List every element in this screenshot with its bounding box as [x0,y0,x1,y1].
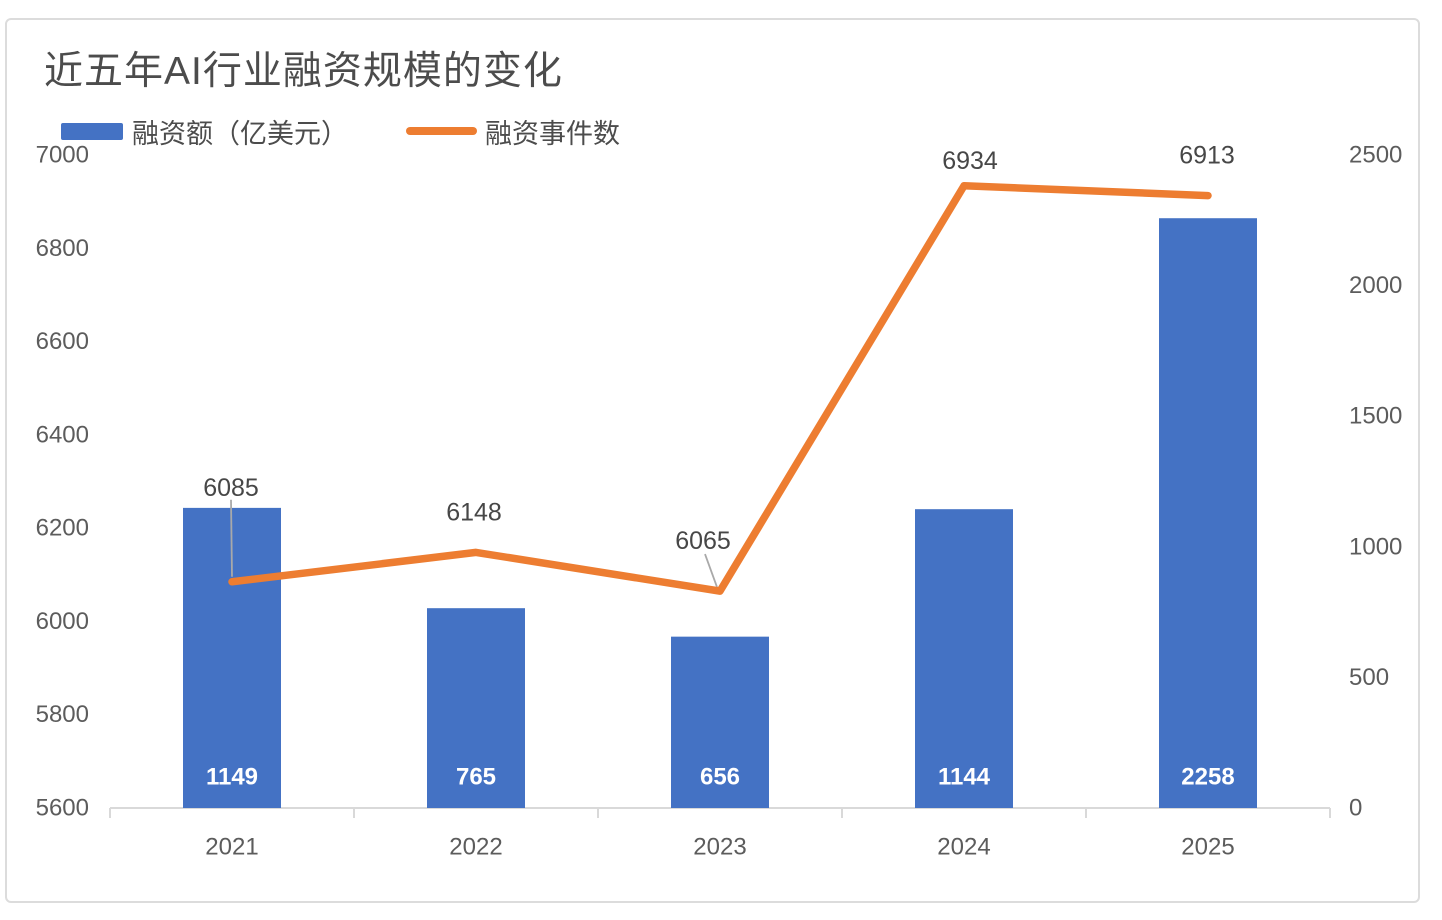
right-axis-tick-2500: 2500 [1349,142,1402,169]
bar-label-2025: 2258 [1181,764,1234,791]
legend-label-bar-series: 融资额（亿美元） [132,118,348,149]
left-axis-tick-6600: 6600 [36,328,89,355]
left-axis-tick-5800: 5800 [36,701,89,728]
right-axis-tick-1500: 1500 [1349,403,1402,430]
line-data-label-2021: 6085 [203,474,259,502]
left-axis-tick-7000: 7000 [36,142,89,169]
bar-label-2021: 1149 [206,764,258,791]
left-axis-tick-6200: 6200 [36,515,89,542]
left-axis-tick-5600: 5600 [36,795,89,822]
right-axis-tick-0: 0 [1349,795,1362,822]
bar-2025 [1159,218,1257,809]
data-label-leader-2021 [230,499,233,577]
line-data-label-2024: 6934 [942,147,998,175]
line-series-swatch-icon [406,127,477,135]
legend-item-bar-series: 融资额（亿美元） [61,113,348,149]
left-axis-tick-6400: 6400 [36,421,89,448]
bar-label-2023: 656 [700,764,740,791]
x-axis-label-2025: 2025 [1181,834,1234,861]
line-data-label-2023: 6065 [675,527,731,555]
right-axis-tick-1000: 1000 [1349,533,1402,560]
left-axis-tick-6800: 6800 [36,235,89,262]
legend-item-line-series: 融资事件数 [406,113,620,149]
left-axis-tick-6000: 6000 [36,608,89,635]
line-data-label-2025: 6913 [1179,142,1235,170]
bar-2024 [915,509,1013,808]
bar-series-swatch-icon [61,122,123,140]
bar-2022 [427,608,525,808]
x-axis-label-2021: 2021 [205,834,258,861]
bar-label-2024: 1144 [938,764,991,791]
x-axis-label-2022: 2022 [449,834,502,861]
x-axis-label-2023: 2023 [693,834,746,861]
bar-label-2022: 765 [456,764,496,791]
line-series-path [228,182,1212,595]
legend-label-line-series: 融资事件数 [485,118,620,149]
x-axis-label-2024: 2024 [937,834,990,861]
bar-2023 [671,636,769,808]
right-axis-tick-500: 500 [1349,664,1389,691]
chart-title: 近五年AI行业融资规模的变化 [44,50,563,93]
right-axis-tick-2000: 2000 [1349,272,1402,299]
line-data-label-2022: 6148 [446,498,502,526]
data-label-leader-2023 [704,553,718,588]
